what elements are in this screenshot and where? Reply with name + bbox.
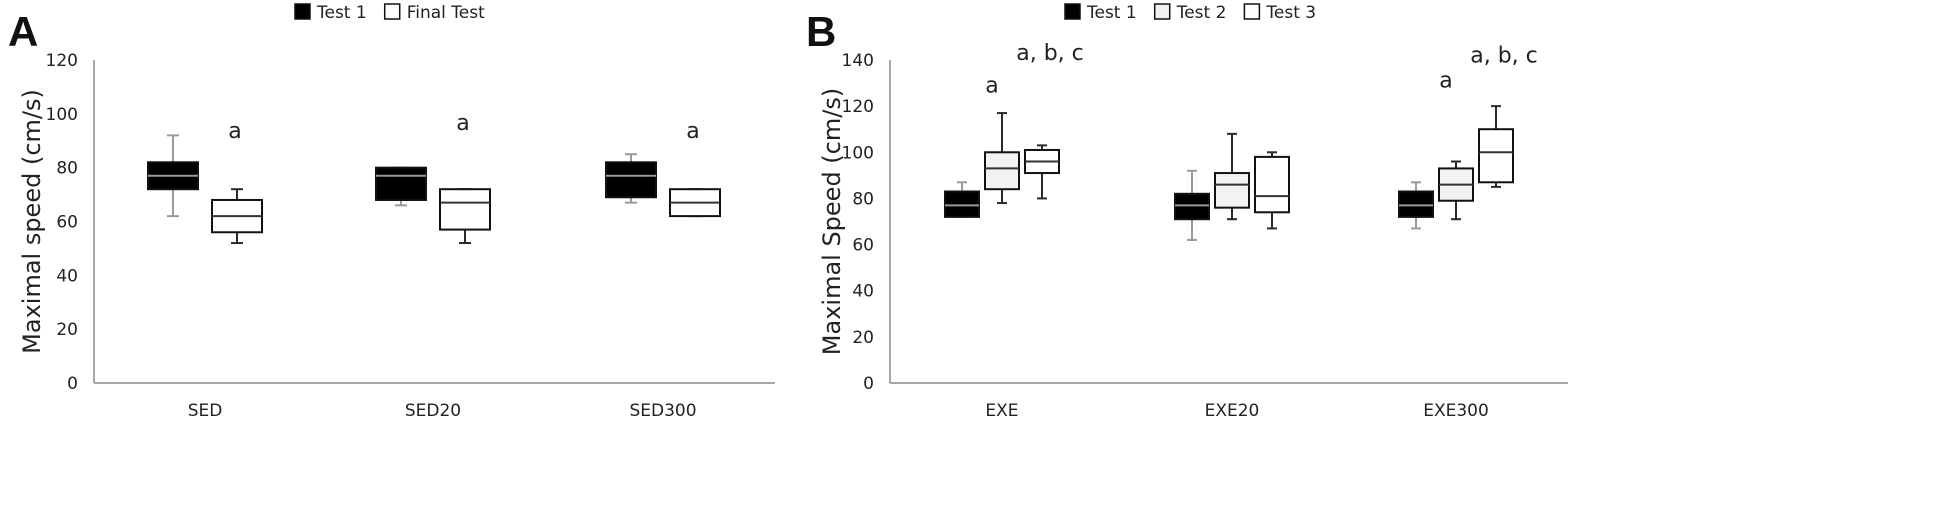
significance-annotation: a bbox=[1439, 69, 1452, 94]
significance-annotation: a bbox=[985, 73, 998, 98]
box-test-1 bbox=[375, 166, 427, 201]
y-tick-label: 0 bbox=[67, 374, 78, 394]
box-final-test bbox=[439, 188, 491, 231]
significance-annotation: a bbox=[686, 119, 699, 144]
legend-label: Test 1 bbox=[316, 3, 367, 23]
y-tick-label: 0 bbox=[863, 374, 874, 394]
significance-annotation: a, b, c bbox=[1470, 43, 1538, 68]
y-tick-label: 140 bbox=[842, 51, 874, 71]
box-test-1 bbox=[1398, 190, 1434, 218]
panel-label: A bbox=[8, 8, 38, 55]
legend-label: Test 3 bbox=[1265, 3, 1316, 23]
legend-label: Test 2 bbox=[1176, 3, 1227, 23]
y-tick-label: 100 bbox=[46, 105, 78, 125]
x-tick-label: SED bbox=[188, 401, 223, 421]
significance-annotation: a bbox=[228, 119, 241, 144]
y-tick-label: 120 bbox=[842, 97, 874, 117]
y-tick-label: 40 bbox=[56, 266, 78, 286]
legend-swatch bbox=[1243, 3, 1261, 20]
legend-label: Final Test bbox=[407, 3, 485, 23]
box-test-1 bbox=[605, 161, 657, 199]
box-test-3 bbox=[1254, 155, 1290, 214]
y-tick-label: 40 bbox=[852, 282, 874, 302]
chart-panel-b: B 0 20 40 60 80 100 120 140 Maximal Speed (cm/s) E… bbox=[806, 3, 1568, 421]
legend-swatch bbox=[294, 3, 311, 20]
box-test-3 bbox=[1478, 128, 1514, 184]
significance-annotation: a, b, c bbox=[1016, 41, 1084, 66]
box-test-1 bbox=[944, 190, 980, 218]
y-tick-label: 60 bbox=[56, 213, 78, 233]
box-test-1 bbox=[1174, 192, 1210, 221]
y-tick-label: 20 bbox=[852, 328, 874, 348]
significance-annotation: a bbox=[456, 111, 469, 136]
x-tick-label: SED20 bbox=[405, 401, 461, 421]
x-tick-label: EXE20 bbox=[1205, 401, 1260, 421]
x-tick-label: EXE300 bbox=[1423, 401, 1489, 421]
panel-label: B bbox=[806, 8, 836, 55]
x-tick-label: SED300 bbox=[629, 401, 696, 421]
y-axis-label: Maximal speed (cm/s) bbox=[18, 89, 46, 354]
y-tick-label: 120 bbox=[46, 51, 78, 71]
y-tick-label: 60 bbox=[852, 236, 874, 256]
x-tick-label: EXE bbox=[985, 401, 1018, 421]
legend-label: Test 1 bbox=[1086, 3, 1137, 23]
y-axis-label: Maximal Speed (cm/s) bbox=[818, 88, 846, 355]
legend-swatch bbox=[1153, 3, 1171, 20]
y-tick-label: 20 bbox=[56, 320, 78, 340]
y-tick-label: 100 bbox=[842, 143, 874, 163]
legend-swatch bbox=[1064, 3, 1081, 20]
box-test-2 bbox=[984, 151, 1020, 191]
legend-swatch bbox=[383, 3, 401, 20]
y-tick-label: 80 bbox=[852, 189, 874, 209]
box-test-2 bbox=[1214, 172, 1250, 209]
y-tick-label: 80 bbox=[56, 159, 78, 179]
